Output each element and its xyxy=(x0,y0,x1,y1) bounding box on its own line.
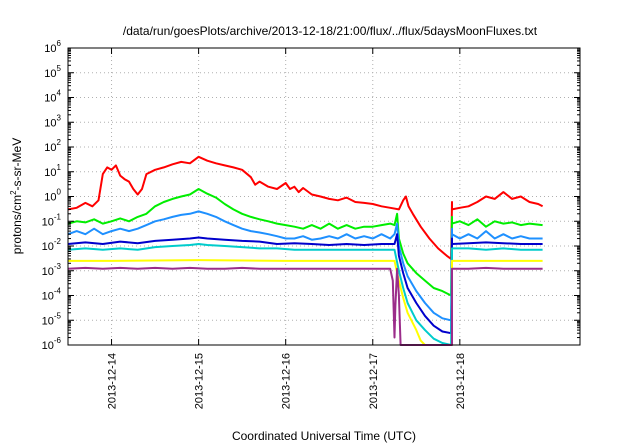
series-line xyxy=(68,259,543,346)
y-tick-label-base: 10 xyxy=(42,340,54,352)
y-tick-label: 10-2 xyxy=(42,237,62,253)
y-tick-label-base: 10 xyxy=(42,216,54,228)
series-line xyxy=(67,155,544,260)
series-line xyxy=(67,188,543,297)
y-tick-label-exponent: -6 xyxy=(54,336,62,345)
y-tick-labels: 10-610-510-410-310-210-11001011021031041… xyxy=(42,39,62,352)
grid xyxy=(68,48,580,345)
series-line xyxy=(67,266,543,346)
y-tick-label: 104 xyxy=(44,89,61,105)
y-tick-label-base: 10 xyxy=(44,43,56,55)
y-tick-label-base: 10 xyxy=(42,266,54,278)
series-line xyxy=(67,210,543,322)
y-axis-title-part: -s-sr-MeV xyxy=(10,138,24,191)
series-group xyxy=(67,155,544,346)
x-tick-label: 2013-12-18 xyxy=(455,353,467,409)
y-tick-label: 105 xyxy=(44,64,61,80)
y-tick-label: 10-3 xyxy=(42,262,62,278)
y-tick-label-base: 10 xyxy=(42,241,54,253)
x-tick-label: 2013-12-17 xyxy=(368,353,380,409)
y-tick-label-exponent: 1 xyxy=(57,163,62,172)
y-tick-label-exponent: -1 xyxy=(54,212,62,221)
y-tick-label-base: 10 xyxy=(44,117,56,129)
y-axis-title: protons/cm2-s-sr-MeV xyxy=(9,138,24,254)
y-tick-label: 10-5 xyxy=(42,311,62,327)
x-tick-label: 2013-12-15 xyxy=(194,353,206,409)
y-tick-label-exponent: -4 xyxy=(54,287,62,296)
y-tick-label: 100 xyxy=(44,188,61,204)
series-line xyxy=(67,233,543,335)
y-tick-label-exponent: 2 xyxy=(57,138,62,147)
y-tick-label-base: 10 xyxy=(44,68,56,80)
y-tick-label: 101 xyxy=(44,163,61,179)
chart-title: /data/run/goesPlots/archive/2013-12-18/2… xyxy=(123,24,538,38)
x-axis-title: Coordinated Universal Time (UTC) xyxy=(232,429,416,443)
y-tick-label-base: 10 xyxy=(42,315,54,327)
y-tick-label-exponent: 0 xyxy=(57,188,62,197)
y-tick-label-exponent: -3 xyxy=(54,262,62,271)
y-tick-label-exponent: 4 xyxy=(57,89,62,98)
tick-marks xyxy=(68,47,580,346)
y-tick-label: 10-6 xyxy=(42,336,62,352)
y-tick-label: 106 xyxy=(44,39,61,55)
y-axis-title-part: protons/cm xyxy=(10,195,24,254)
y-tick-label-base: 10 xyxy=(42,291,54,303)
y-tick-label: 10-1 xyxy=(42,212,62,228)
y-axis-title-superscript: 2 xyxy=(9,190,18,195)
y-tick-label-exponent: -2 xyxy=(54,237,62,246)
y-tick-label: 102 xyxy=(44,138,61,154)
series-line xyxy=(67,243,543,346)
y-tick-label-base: 10 xyxy=(44,192,56,204)
y-tick-label-exponent: 6 xyxy=(57,39,62,48)
y-tick-label-exponent: -5 xyxy=(54,311,62,320)
x-tick-label: 2013-12-16 xyxy=(281,353,293,409)
x-tick-label: 2013-12-14 xyxy=(107,353,119,409)
y-tick-label-base: 10 xyxy=(44,93,56,105)
y-tick-label-exponent: 3 xyxy=(57,113,62,122)
y-tick-label-base: 10 xyxy=(44,142,56,154)
y-tick-label: 10-4 xyxy=(42,287,62,303)
y-tick-label-base: 10 xyxy=(44,167,56,179)
x-tick-labels: 2013-12-14 2013-12-15 2013-12-16 2013-12-17… xyxy=(107,353,467,409)
y-tick-label: 103 xyxy=(44,113,61,129)
y-tick-label-exponent: 5 xyxy=(57,64,62,73)
